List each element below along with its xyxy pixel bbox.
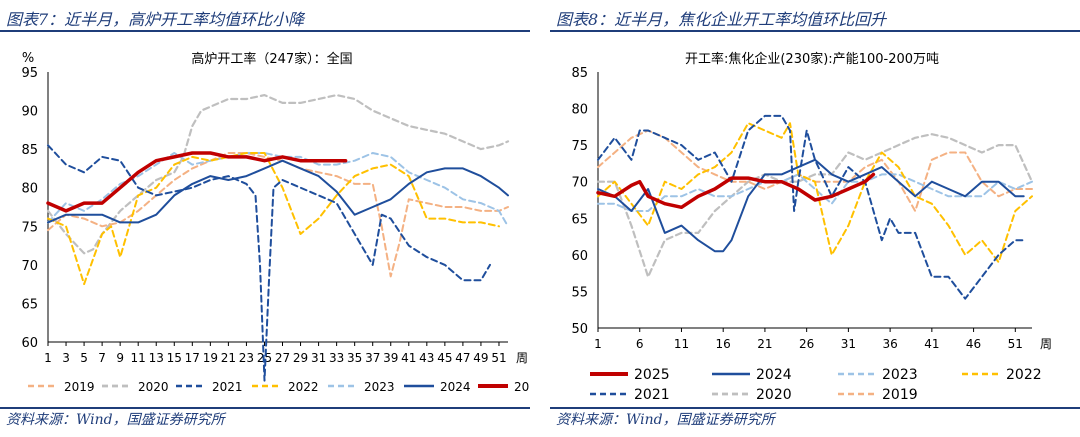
- x-tick-label: 46: [966, 337, 981, 351]
- x-tick-label: 13: [149, 351, 164, 365]
- series-line-2020: [596, 133, 1034, 278]
- title-rule: [550, 30, 1080, 32]
- x-tick-label: 51: [1008, 337, 1023, 351]
- chart-title: 高炉开工率（247家）：全国: [191, 51, 352, 67]
- series-line-2024: [47, 159, 509, 224]
- series-line-2025: [596, 172, 876, 210]
- y-tick-label: 55: [571, 285, 588, 300]
- legend-label-2019: 2019: [882, 387, 918, 403]
- x-tick-label: 31: [841, 337, 856, 351]
- series-line-2019: [47, 152, 509, 278]
- x-tick-label: 1: [44, 351, 52, 365]
- source-note: 资料来源：Wind，国盛证券研究所: [6, 412, 225, 428]
- x-tick-label: 27: [275, 351, 290, 365]
- x-tick-label: 31: [311, 351, 326, 365]
- legend-label-2022: 2022: [1006, 367, 1042, 383]
- x-tick-label: 6: [636, 337, 644, 351]
- series-line-2021: [597, 114, 1025, 300]
- y-tick-label: 90: [21, 105, 38, 120]
- y-tick-label: 50: [571, 322, 588, 337]
- series-line-2023: [597, 173, 1033, 212]
- x-tick-label: 43: [419, 351, 434, 365]
- legend-label-2021: 2021: [212, 380, 243, 394]
- y-tick-label: 70: [21, 259, 38, 274]
- legend-label-2025: 2025: [634, 367, 670, 383]
- series-line-2025: [46, 151, 348, 213]
- series-line-2021: [47, 144, 491, 382]
- coking-chart: 开工率:焦化企业(230家):产能100-200万吨 50 55 60 65 70 75 80…: [571, 51, 1052, 403]
- x-tick-label: 47: [455, 351, 470, 365]
- x-tick-label: 41: [924, 337, 939, 351]
- y-tick-label: 85: [571, 66, 588, 81]
- footer-rule: [0, 407, 530, 409]
- series-line-2022: [597, 122, 1033, 264]
- x-tick-label: 7: [98, 351, 106, 365]
- x-tick-label: 3: [62, 351, 70, 365]
- y-tick-label: 75: [571, 139, 588, 154]
- legend-label-2023: 2023: [882, 367, 918, 383]
- x-tick-label: 29: [293, 351, 308, 365]
- series-line-2023: [47, 152, 509, 228]
- figure-title: 图表8：近半月，焦化企业开工率均值环比回升: [556, 10, 887, 29]
- series-line-2022: [47, 152, 500, 286]
- title-rule: [0, 30, 530, 32]
- legend-label-2023: 2023: [364, 380, 395, 394]
- x-tick-label: 16: [716, 337, 731, 351]
- legend-label-2021: 2021: [634, 387, 670, 403]
- x-tick-label: 15: [167, 351, 182, 365]
- y-tick-label: 85: [21, 143, 38, 158]
- x-tick-label: 51: [491, 351, 506, 365]
- x-tick-label: 5: [80, 351, 88, 365]
- x-tick-label: 37: [365, 351, 380, 365]
- x-unit-label: 周: [1040, 337, 1052, 351]
- x-tick-label: 19: [203, 351, 218, 365]
- legend-label-2022: 2022: [288, 380, 319, 394]
- y-tick-label: 70: [571, 176, 588, 191]
- y-tick-label: 95: [21, 66, 38, 81]
- y-unit-label: %: [22, 51, 34, 66]
- figure-title: 图表7：近半月，高炉开工率均值环比小降: [6, 10, 305, 29]
- y-tick-label: 60: [21, 336, 38, 351]
- y-tick-label: 60: [571, 249, 588, 264]
- series-line-2024: [597, 158, 1025, 253]
- x-tick-label: 23: [239, 351, 254, 365]
- x-tick-label: 11: [131, 351, 146, 365]
- x-unit-label: 周: [516, 351, 528, 365]
- legend-label-2020: 2020: [756, 387, 792, 403]
- y-tick-label: 80: [571, 103, 588, 118]
- y-tick-label: 75: [21, 220, 38, 235]
- x-tick-label: 36: [882, 337, 897, 351]
- series-line-2020: [46, 93, 510, 255]
- x-tick-label: 45: [437, 351, 452, 365]
- y-tick-label: 65: [21, 297, 38, 312]
- legend-label-2020: 2020: [138, 380, 169, 394]
- x-tick-label: 11: [674, 337, 689, 351]
- y-tick-label: 80: [21, 182, 38, 197]
- footer-rule: [550, 407, 1080, 409]
- legend-label-2024: 2024: [756, 367, 792, 383]
- x-tick-label: 17: [185, 351, 200, 365]
- legend-label-2025: 2025: [514, 380, 530, 394]
- x-tick-label: 41: [401, 351, 416, 365]
- chart-title: 开工率:焦化企业(230家):产能100-200万吨: [685, 51, 939, 67]
- y-tick-label: 65: [571, 212, 588, 227]
- x-tick-label: 26: [799, 337, 814, 351]
- x-tick-label: 39: [383, 351, 398, 365]
- x-tick-label: 21: [221, 351, 236, 365]
- source-note: 资料来源：Wind，国盛证券研究所: [556, 412, 775, 428]
- x-tick-label: 9: [116, 351, 124, 365]
- x-tick-label: 35: [347, 351, 362, 365]
- x-tick-label: 49: [473, 351, 488, 365]
- legend-label-2019: 2019: [64, 380, 95, 394]
- right-figure-panel: 图表8：近半月，焦化企业开工率均值环比回升 开工率:焦化企业(230家):产能1…: [550, 0, 1080, 437]
- legend-label-2024: 2024: [440, 380, 471, 394]
- left-figure-panel: 图表7：近半月，高炉开工率均值环比小降 高炉开工率（247家）：全国% 60 65 7…: [0, 0, 530, 437]
- x-tick-label: 1: [594, 337, 602, 351]
- x-tick-label: 33: [329, 351, 344, 365]
- x-tick-label: 21: [757, 337, 772, 351]
